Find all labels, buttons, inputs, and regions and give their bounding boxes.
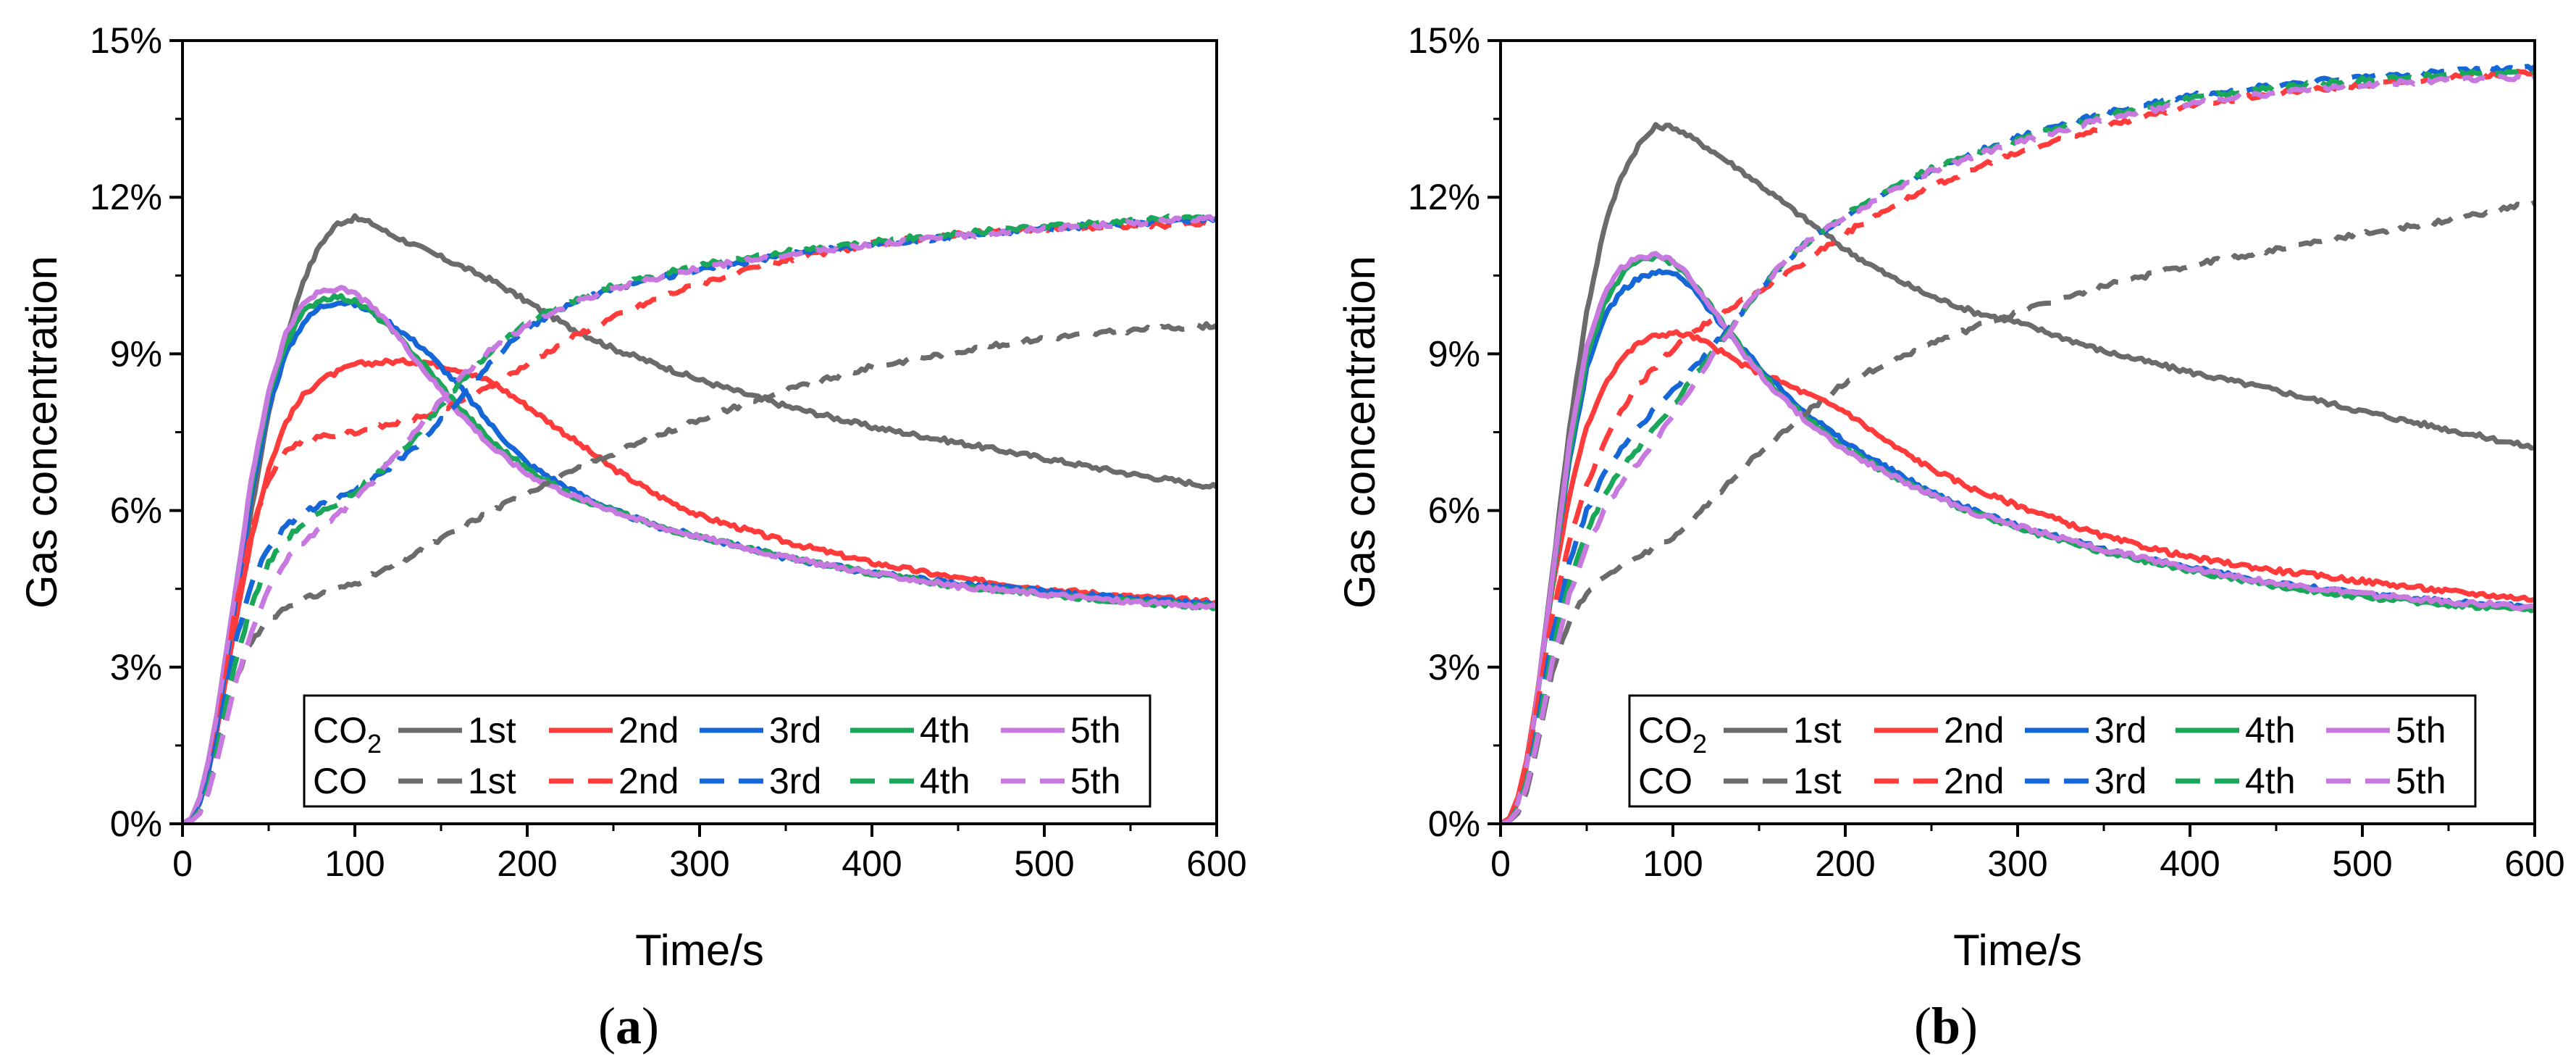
y-tick-label: 3% [1428, 647, 1480, 688]
y-axis-title: Gas concentration [17, 256, 66, 609]
legend-entry-label: 4th [920, 710, 970, 751]
legend-entry-label: 1st [468, 761, 516, 801]
y-tick-label: 15% [90, 20, 162, 61]
legend-entry-label: 4th [2245, 710, 2296, 751]
legend-row-label-co2: CO2 [313, 710, 382, 759]
legend-entry-label: 3rd [2094, 710, 2147, 751]
legend-entry-label: 1st [1793, 710, 1842, 751]
legend-row-label-text: CO [1638, 710, 1692, 751]
x-tick-label: 100 [1642, 843, 1703, 884]
legend-box [1628, 694, 2477, 808]
x-tick-label: 0 [172, 843, 193, 884]
series-line-co-2nd [182, 219, 1217, 824]
legend-row-label-text: CO [1638, 761, 1692, 801]
panel-label-letter: a [616, 997, 642, 1055]
panel-label-close: ) [1960, 997, 1978, 1055]
y-tick-label: 3% [110, 647, 162, 688]
series-line-co2-1st [1501, 122, 2535, 824]
x-axis-title: Time/s [635, 926, 764, 975]
legend-entry-label: 5th [2396, 761, 2446, 801]
legend-entry-label: 2nd [618, 710, 679, 751]
legend-entry-label: 2nd [618, 761, 679, 801]
legend-entry-label: 5th [2396, 710, 2446, 751]
legend-entry-label: 5th [1070, 710, 1121, 751]
legend-row-label-co2: CO2 [1638, 710, 1707, 759]
series-line-co2-1st [182, 213, 1217, 824]
panel-label: (b) [1914, 997, 1978, 1055]
legend-entry-label: 1st [1793, 761, 1842, 801]
x-tick-label: 0 [1490, 843, 1511, 884]
legend-entry-label: 2nd [1944, 761, 2004, 801]
y-tick-label: 9% [110, 333, 162, 374]
panel-label: (a) [598, 997, 659, 1055]
legend-row-label-text: CO [313, 710, 367, 751]
y-tick-label: 0% [110, 804, 162, 844]
x-tick-label: 500 [1014, 843, 1074, 884]
legend-entry-label: 3rd [769, 710, 821, 751]
panel-label-open: ( [1914, 997, 1931, 1055]
panel-label-open: ( [598, 997, 616, 1055]
series-line-co-1st [182, 321, 1217, 824]
x-tick-label: 200 [1815, 843, 1875, 884]
x-tick-label: 100 [324, 843, 385, 884]
panel-a: 0 100 200 300 400 500 600 0% 3% 6% 9% 12% 15% Time/s G… [17, 20, 1247, 1055]
x-tick-label: 300 [669, 843, 729, 884]
legend: CO2 1st 2nd 3rd 4th 5th CO 1st 2nd 3rd 4th 5th [1628, 694, 2477, 808]
x-tick-label: 400 [842, 843, 902, 884]
legend-row-label-co: CO [313, 761, 367, 801]
x-axis-title: Time/s [1953, 926, 2082, 975]
x-tick-label: 600 [1186, 843, 1246, 884]
series-group [1501, 64, 2535, 824]
legend-subscript: 2 [1692, 729, 1707, 759]
x-tick-label: 600 [2504, 843, 2564, 884]
y-tick-label: 15% [1408, 20, 1480, 61]
x-tick-label: 400 [2160, 843, 2220, 884]
series-line-co-5th [182, 214, 1217, 824]
series-line-co2-2nd [1501, 329, 2535, 824]
legend-box [303, 694, 1151, 808]
legend-entry-label: 5th [1070, 761, 1121, 801]
series-line-co-5th [1501, 72, 2535, 824]
x-tick-label: 300 [1987, 843, 2047, 884]
y-tick-label: 9% [1428, 333, 1480, 374]
legend-entry-label: 1st [468, 710, 516, 751]
panel-label-close: ) [642, 997, 659, 1055]
y-axis-title: Gas concentration [1335, 256, 1384, 609]
series-line-co-3rd [1501, 64, 2535, 824]
series-group [182, 211, 1217, 824]
series-line-co-1st [1501, 199, 2535, 824]
x-tick-label: 200 [497, 843, 557, 884]
panel-b: 0 100 200 300 400 500 600 0% 3% 6% 9% 12% 15% Time/s G… [1335, 20, 2565, 1055]
legend-entry-label: 4th [920, 761, 970, 801]
legend-row-label-text: CO [313, 761, 367, 801]
series-line-co-4th [1501, 69, 2535, 824]
x-tick-label: 500 [2332, 843, 2392, 884]
y-tick-label: 12% [1408, 177, 1480, 217]
legend-entry-label: 2nd [1944, 710, 2004, 751]
legend-entry-label: 4th [2245, 761, 2296, 801]
legend: CO2 1st 2nd 3rd 4th 5th CO 1st 2nd 3rd 4th 5th [303, 694, 1151, 808]
series-line-co2-5th [182, 285, 1217, 824]
y-tick-label: 6% [110, 491, 162, 531]
y-tick-label: 0% [1428, 804, 1480, 844]
legend-entry-label: 3rd [769, 761, 821, 801]
legend-entry-label: 3rd [2094, 761, 2147, 801]
y-tick-label: 6% [1428, 491, 1480, 531]
legend-row-label-co: CO [1638, 761, 1692, 801]
series-line-co2-5th [1501, 251, 2535, 824]
y-tick-label: 12% [90, 177, 162, 217]
panel-label-letter: b [1931, 997, 1960, 1055]
legend-subscript: 2 [367, 729, 382, 759]
